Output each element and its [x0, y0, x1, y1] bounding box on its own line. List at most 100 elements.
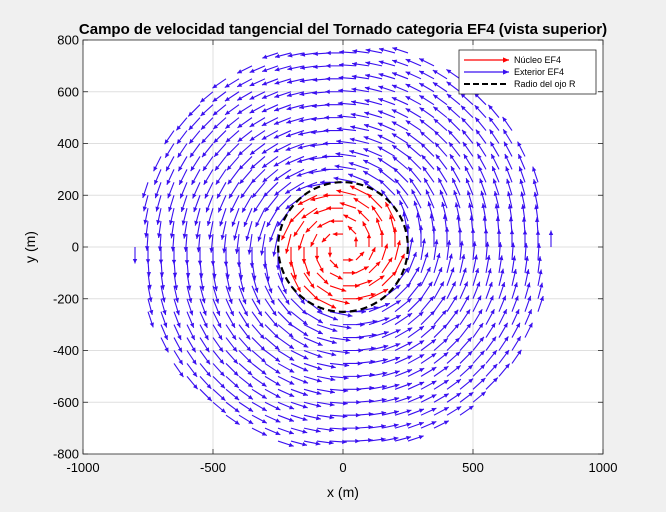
- arrowhead-exterior: [539, 296, 544, 301]
- arrowhead-exterior: [406, 298, 412, 303]
- arrowhead-exterior: [317, 308, 323, 313]
- arrowhead-exterior: [391, 84, 397, 89]
- arrowhead-core: [323, 279, 329, 285]
- arrowhead-exterior: [501, 282, 506, 288]
- arrowhead-exterior: [204, 193, 209, 199]
- arrowhead-core: [305, 271, 311, 277]
- arrowhead-exterior: [273, 120, 279, 125]
- arrowhead-exterior: [224, 96, 230, 102]
- arrowhead-exterior: [199, 273, 204, 279]
- arrowhead-exterior: [274, 107, 280, 112]
- arrowhead-exterior: [431, 394, 437, 399]
- arrowhead-exterior: [548, 230, 554, 236]
- arrowhead-exterior: [419, 340, 425, 345]
- arrowhead-exterior: [323, 128, 329, 133]
- arrowhead-exterior: [407, 313, 413, 318]
- arrowhead-exterior: [303, 379, 309, 384]
- arrowhead-exterior: [230, 207, 235, 213]
- arrowhead-exterior: [302, 429, 308, 434]
- arrowhead-exterior: [312, 90, 317, 96]
- arrowhead-exterior: [210, 261, 216, 266]
- arrowhead-exterior: [247, 382, 253, 388]
- arrowhead-exterior: [237, 137, 243, 142]
- arrowhead-exterior: [273, 162, 279, 167]
- arrowhead-exterior: [431, 353, 437, 358]
- arrowhead-exterior: [432, 70, 438, 75]
- y-tick-label: -400: [53, 343, 79, 358]
- arrowhead-exterior: [448, 130, 453, 136]
- arrowhead-exterior: [394, 178, 400, 184]
- arrowhead-exterior: [466, 323, 472, 329]
- arrowhead-exterior: [238, 164, 244, 170]
- arrowhead-exterior: [427, 201, 432, 207]
- arrowhead-exterior: [248, 419, 254, 424]
- arrowhead-exterior: [234, 249, 240, 254]
- arrowhead-core: [309, 283, 315, 289]
- arrowhead-exterior: [285, 204, 291, 210]
- arrowhead-exterior: [261, 135, 267, 140]
- arrowhead-exterior: [220, 408, 226, 413]
- arrowhead-exterior: [424, 252, 429, 258]
- arrowhead-exterior: [247, 370, 253, 376]
- arrowhead-exterior: [443, 338, 448, 344]
- arrowhead-exterior: [269, 236, 274, 242]
- arrowhead-exterior: [302, 404, 308, 409]
- arrowhead-exterior: [268, 288, 273, 294]
- arrowhead-core: [400, 253, 405, 259]
- arrowhead-exterior: [321, 167, 326, 172]
- arrowhead-exterior: [433, 118, 439, 124]
- arrowhead-exterior: [532, 179, 538, 185]
- arrowhead-exterior: [347, 313, 353, 318]
- arrowhead-exterior: [142, 206, 148, 212]
- arrowhead-exterior: [446, 93, 452, 99]
- y-tick-label: 600: [57, 84, 79, 99]
- arrowhead-exterior: [463, 154, 468, 159]
- arrowhead-exterior: [418, 408, 424, 413]
- arrowhead-exterior: [253, 207, 258, 213]
- arrowhead-exterior: [454, 202, 459, 208]
- arrowhead-core: [326, 205, 331, 211]
- arrowhead-exterior: [212, 273, 217, 279]
- y-tick-label: 200: [57, 188, 79, 203]
- arrowhead-exterior: [230, 322, 236, 328]
- arrowhead-exterior: [287, 66, 293, 71]
- arrowhead-exterior: [182, 233, 187, 239]
- arrowhead-exterior: [474, 268, 480, 274]
- arrowhead-exterior: [393, 436, 399, 441]
- x-tick-label: 500: [462, 460, 484, 475]
- arrowhead-core: [387, 257, 393, 263]
- arrowhead-exterior: [184, 260, 190, 265]
- arrowhead-exterior: [434, 142, 440, 148]
- arrowhead-exterior: [315, 441, 321, 446]
- arrowhead-exterior: [422, 166, 428, 172]
- arrowhead-exterior: [299, 78, 305, 83]
- arrowhead-exterior: [313, 51, 318, 56]
- arrowhead-exterior: [229, 310, 234, 316]
- arrowhead-exterior: [225, 110, 231, 115]
- arrowhead-exterior: [338, 62, 344, 68]
- y-tick-label: -800: [53, 447, 79, 462]
- arrowhead-exterior: [456, 406, 462, 411]
- arrowhead-exterior: [272, 310, 277, 316]
- arrowhead-exterior: [159, 272, 165, 277]
- arrowhead-exterior: [233, 371, 239, 376]
- arrowhead-exterior: [525, 269, 530, 275]
- arrowhead-exterior: [519, 179, 524, 184]
- arrowhead-exterior: [395, 356, 401, 361]
- arrowhead-core: [359, 251, 365, 257]
- arrowhead-exterior: [468, 202, 473, 208]
- arrowhead-exterior: [378, 47, 384, 52]
- arrowhead-exterior: [226, 165, 232, 171]
- arrowhead-exterior: [298, 118, 304, 123]
- arrowhead-exterior: [337, 101, 343, 106]
- arrowhead-exterior: [247, 395, 253, 400]
- arrowhead-exterior: [439, 189, 444, 195]
- x-tick-label: -1000: [66, 460, 99, 475]
- arrowhead-exterior: [532, 166, 537, 172]
- arrowhead-exterior: [425, 189, 430, 195]
- arrowhead-exterior: [217, 322, 222, 328]
- arrowhead-exterior: [190, 335, 195, 341]
- arrowhead-exterior: [463, 281, 468, 287]
- arrowhead-exterior: [419, 119, 425, 124]
